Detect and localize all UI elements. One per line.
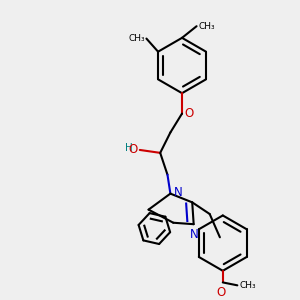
- Text: O: O: [128, 142, 137, 156]
- Text: H: H: [125, 143, 133, 154]
- Text: N: N: [174, 186, 183, 199]
- Text: O: O: [217, 286, 226, 299]
- Text: O: O: [184, 107, 194, 120]
- Text: N: N: [190, 228, 199, 241]
- Text: CH₃: CH₃: [128, 34, 145, 43]
- Text: CH₃: CH₃: [240, 281, 256, 290]
- Text: CH₃: CH₃: [198, 22, 215, 31]
